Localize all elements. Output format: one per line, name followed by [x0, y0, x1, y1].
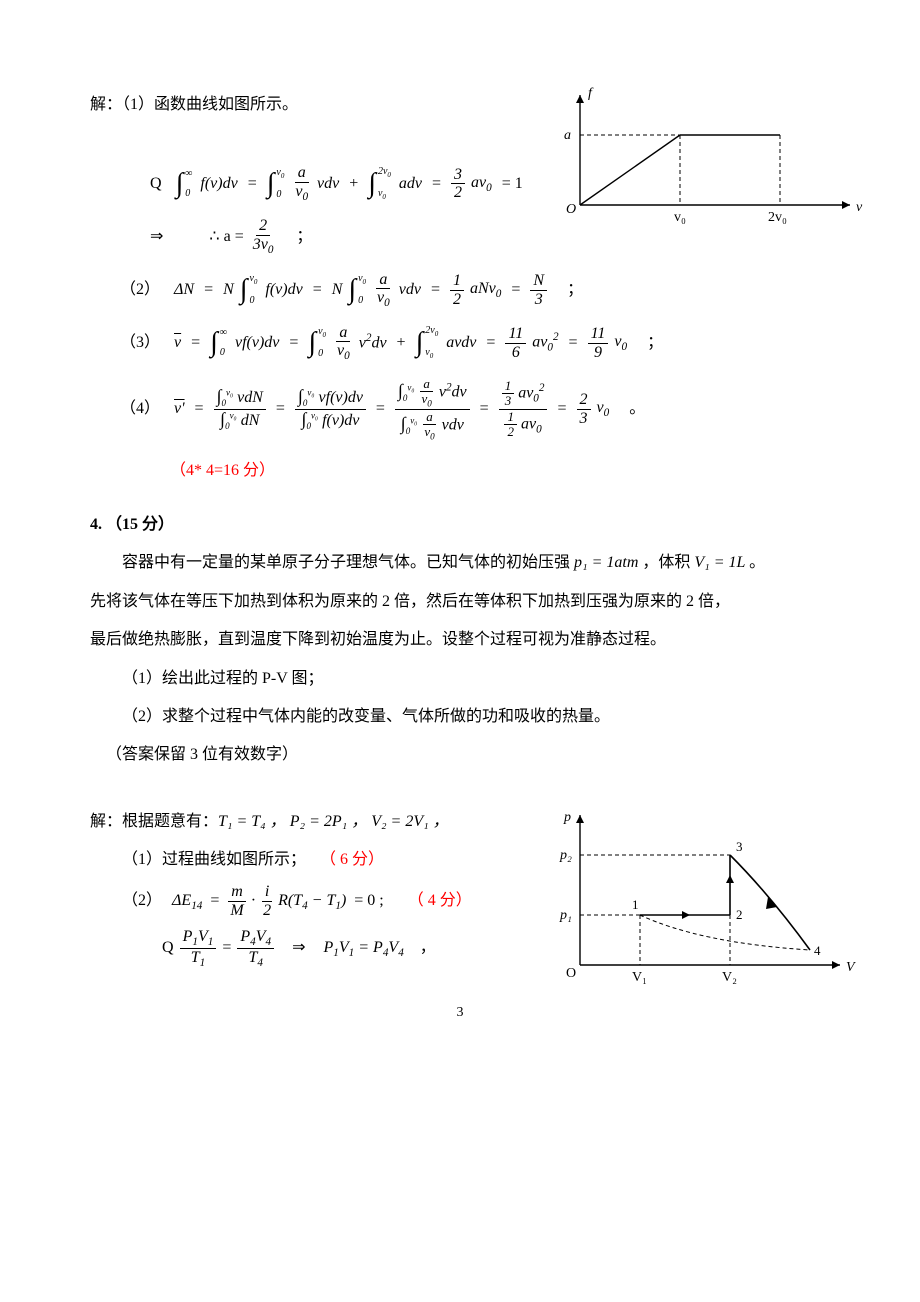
solution4-block: O p V p₁ p₂ V₁ V₂ 1 2 — [90, 807, 830, 970]
graph1-xtick0: v₀ — [674, 210, 686, 225]
eq3-label: （3） — [120, 328, 160, 358]
problem4-heading: 4. （15 分） — [90, 510, 830, 540]
eq-deltaN: （2） ΔN = N ∫v00 f(v)dv = N ∫v00 av0 vdv … — [120, 271, 830, 310]
p4-p1-suffix: 。 — [749, 554, 765, 571]
graph1-origin: O — [566, 202, 576, 217]
eqQ-prefix: Q — [150, 169, 162, 199]
problem4-p3: 最后做绝热膨胀，直到温度下降到初始温度为止。设整个过程可视为准静态过程。 — [90, 625, 830, 655]
graph2-ytick0: p₁ — [559, 908, 572, 923]
eqA-therefore: ∴ a = — [209, 222, 243, 252]
problem4-note: （答案保留 3 位有效数字） — [106, 740, 830, 770]
graph2-node3: 3 — [736, 839, 743, 854]
eqA-arrow: ⇒ — [150, 222, 163, 252]
sol4-s2-score: （ 4 分） — [408, 886, 472, 916]
graph1-xtick1: 2v₀ — [768, 210, 787, 225]
graph2-ylabel: p — [563, 810, 571, 825]
graph1-xlabel: v — [856, 200, 863, 215]
graph-f-v: O f v a v₀ 2v₀ — [550, 80, 870, 240]
solution3-block: 解：（1）函数曲线如图所示。 O f v a v₀ 2v₀ Q ∫∞0 — [90, 90, 830, 486]
eq4-label: （4） — [120, 394, 160, 424]
graph2-xtick0: V₁ — [632, 970, 647, 985]
sol4-step3: Q P1V1T1 = P4V4T4 ⇒ P1V1 = P4V4 ， — [162, 928, 530, 970]
problem4-p1: 容器中有一定量的某单原子分子理想气体。已知气体的初始压强 p₁ = 1atm ，… — [90, 548, 830, 578]
sol4-given-line: 解：根据题意有：T₁ = T₄ ， P₂ = 2P₁ ， V₂ = 2V₁ ， — [90, 807, 530, 837]
graph2-node1: 1 — [632, 897, 639, 912]
sol4-s3-prefix: Q — [162, 933, 174, 963]
page-number: 3 — [90, 1000, 830, 1027]
sol4-s3-arrow: ⇒ — [292, 933, 305, 963]
sol4-s1-label: （1）过程曲线如图所示； — [122, 851, 306, 868]
eq2-label: （2） — [120, 275, 160, 305]
p4-math2: V₁ = 1L — [690, 554, 749, 571]
eq-vbar: （3） v = ∫∞0 vf(v)dv = ∫v00 av0 v2dv + ∫2… — [120, 324, 830, 363]
problem4-q2: （2）求整个过程中气体内能的改变量、气体所做的功和吸收的热量。 — [90, 702, 830, 732]
problem4-q1: （1）绘出此过程的 P-V 图； — [90, 664, 830, 694]
eq-vbar-prime: （4） v' = ∫0v₀ vdN ∫0v₀ dN = ∫0v₀ vf(v)dv… — [120, 377, 830, 442]
graph2-xtick1: V₂ — [722, 970, 737, 985]
sol4-step2: （2） ΔE14 = mM · i2 R(T4 − T1) = 0 ; （ 4 … — [122, 883, 530, 919]
p4-math1: p₁ = 1atm — [570, 554, 642, 571]
sol4-s2-label: （2） — [122, 886, 162, 916]
sol4-given: T₁ = T₄ ， P₂ = 2P₁ ， V₂ = 2V₁ ， — [218, 813, 449, 830]
graph1-ylabel: f — [588, 86, 594, 101]
graph2-node2: 2 — [736, 907, 743, 922]
problem4-p2: 先将该气体在等压下加热到体积为原来的 2 倍，然后在等体积下加热到压强为原来的 … — [90, 587, 830, 617]
sol4-prefix: 解：根据题意有： — [90, 813, 218, 830]
graph2-xlabel: V — [846, 960, 856, 975]
graph2-ytick1: p₂ — [559, 848, 572, 863]
sol4-step1: （1）过程曲线如图所示； （ 6 分） — [122, 845, 530, 875]
graph2-node4: 4 — [814, 943, 821, 958]
graph-pv: O p V p₁ p₂ V₁ V₂ 1 2 — [540, 797, 860, 997]
sol4-s1-score: （ 6 分） — [320, 851, 384, 868]
p4-p1-prefix: 容器中有一定量的某单原子分子理想气体。已知气体的初始压强 — [122, 554, 570, 571]
sol3-score: （4* 4=16 分） — [170, 456, 830, 486]
eqA-num: 2 — [256, 217, 270, 236]
graph1-a-label: a — [564, 128, 571, 143]
graph2-origin: O — [566, 966, 576, 981]
p4-p1-mid: ，体积 — [642, 554, 690, 571]
